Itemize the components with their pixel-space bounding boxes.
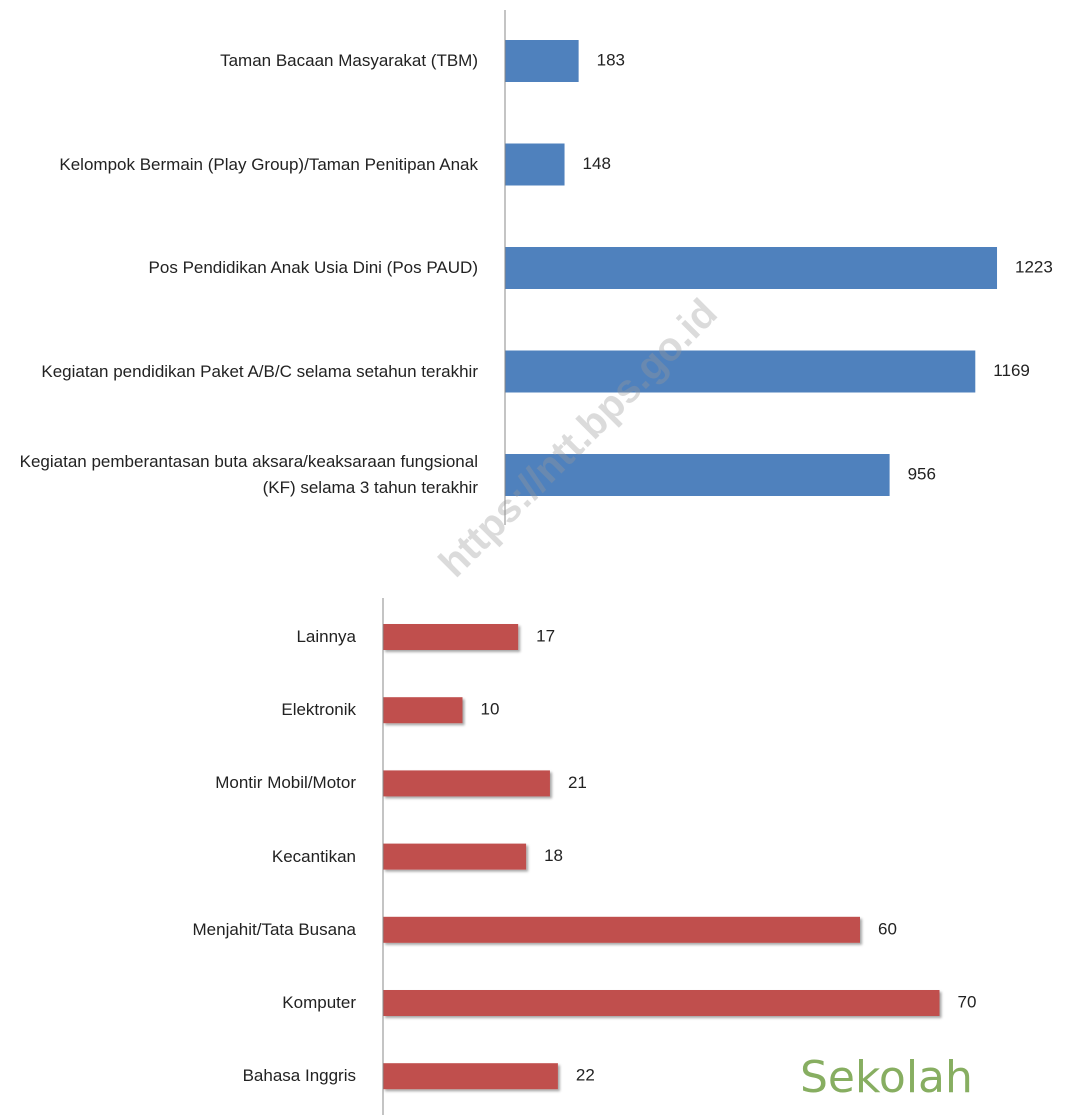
bar	[383, 916, 860, 943]
bar	[383, 624, 519, 650]
category-label: Kecantikan	[271, 846, 356, 866]
bar	[383, 1063, 558, 1090]
bar	[505, 350, 976, 393]
bar	[505, 247, 998, 289]
value-label: 18	[544, 846, 563, 865]
bar	[505, 143, 565, 186]
category-label: Montir Mobil/Motor	[215, 773, 356, 793]
bar	[505, 40, 579, 82]
category-label: Lainnya	[296, 627, 356, 646]
category-label: Kegiatan pemberantasan buta aksara/keaks…	[19, 452, 478, 497]
value-label: 148	[583, 154, 611, 173]
value-label: 60	[878, 919, 897, 938]
value-label: 1169	[993, 361, 1030, 380]
bar	[383, 697, 463, 724]
category-label: Komputer	[282, 993, 356, 1012]
category-label: Bahasa Inggris	[242, 1066, 356, 1086]
value-label: 183	[597, 50, 625, 69]
value-label: 1223	[1015, 257, 1053, 276]
category-label: Elektronik	[281, 700, 356, 720]
bar	[505, 454, 890, 496]
value-label: 10	[481, 700, 500, 719]
category-label: Menjahit/Tata Busana	[192, 919, 357, 939]
category-label: Kelompok Bermain (Play Group)/Taman Peni…	[59, 154, 478, 174]
category-label: Taman Bacaan Masyarakat (TBM)	[220, 51, 478, 70]
value-label: 956	[908, 464, 936, 483]
value-label: 70	[958, 992, 977, 1011]
value-label: 22	[576, 1066, 595, 1085]
category-label: Kegiatan pendidikan Paket A/B/C selama s…	[41, 361, 478, 381]
value-label: 17	[536, 626, 555, 645]
bar	[383, 843, 527, 870]
logo-text: Sekolah	[800, 1052, 973, 1103]
value-label: 21	[568, 773, 587, 792]
bar	[383, 990, 940, 1016]
bar	[383, 770, 550, 797]
category-label: Pos Pendidikan Anak Usia Dini (Pos PAUD)	[148, 258, 478, 277]
